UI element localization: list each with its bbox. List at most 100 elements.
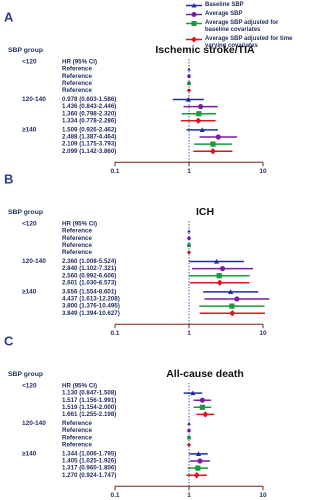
row-label: 1.344 (1.006-1.795) bbox=[62, 451, 116, 458]
legend-entry: Average SBP adjusted for baseline covari… bbox=[186, 20, 300, 34]
group-name: 120-140 bbox=[22, 420, 46, 427]
group-name: ≥140 bbox=[22, 289, 37, 296]
row-label: 1.519 (1.154-2.000) bbox=[62, 404, 116, 411]
marker bbox=[209, 148, 216, 155]
legend: Baseline SBP Average SBP Average SBP adjus… bbox=[186, 2, 300, 52]
marker bbox=[213, 258, 220, 264]
marker bbox=[199, 404, 206, 410]
marker bbox=[191, 21, 197, 26]
marker bbox=[197, 458, 203, 464]
row-label: Reference bbox=[62, 80, 92, 87]
marker bbox=[234, 296, 240, 302]
legend-entry: Average SBP bbox=[186, 11, 300, 18]
marker bbox=[190, 390, 196, 396]
row-label: 1.405 (1.025-1.926) bbox=[62, 458, 116, 465]
x-tick-label: 10 bbox=[259, 330, 267, 337]
row-label: Reference bbox=[62, 66, 92, 73]
marker bbox=[229, 303, 235, 309]
marker bbox=[187, 428, 191, 433]
legend-entry: Average SBP adjusted for time varying co… bbox=[186, 36, 300, 50]
row-label: 2.488 (1.387-4.464) bbox=[62, 134, 116, 141]
x-tick-label: 10 bbox=[259, 168, 267, 175]
group-name: 120-140 bbox=[22, 258, 46, 265]
legend-icon bbox=[186, 36, 202, 43]
legend-icon bbox=[186, 21, 202, 26]
group-name: <120 bbox=[22, 383, 37, 390]
legend-label: Average SBP bbox=[205, 11, 243, 17]
marker bbox=[199, 127, 205, 132]
row-label: Reference bbox=[62, 434, 92, 441]
marker bbox=[228, 289, 234, 294]
x-tick-label: 0.1 bbox=[110, 330, 119, 337]
row-label: 2.099 (1.142-3.860) bbox=[62, 148, 116, 155]
row-label: 1.517 (1.156-1.991) bbox=[62, 397, 116, 404]
legend-label: Average SBP adjusted for baseline covari… bbox=[205, 20, 279, 33]
row-label: Reference bbox=[62, 87, 92, 94]
marker bbox=[229, 310, 236, 317]
marker bbox=[186, 442, 192, 447]
row-label: 1.436 (0.843-2.446) bbox=[62, 103, 116, 110]
x-tick-label: 10 bbox=[259, 492, 267, 499]
group-header: SBP group bbox=[8, 371, 43, 378]
marker bbox=[219, 266, 226, 272]
group-header: SBP group bbox=[8, 47, 43, 54]
marker bbox=[198, 104, 204, 110]
row-label: 1.334 (0.778-2.286) bbox=[62, 117, 116, 124]
row-label: 1.509 (0.926-2.462) bbox=[62, 127, 116, 134]
marker bbox=[193, 472, 200, 479]
legend-label: Average SBP adjusted for time varying co… bbox=[205, 36, 293, 49]
marker bbox=[216, 279, 223, 286]
marker bbox=[191, 12, 197, 17]
row-label: 1.317 (0.960-1.806) bbox=[62, 465, 116, 472]
row-label: Reference bbox=[62, 420, 92, 427]
legend-label: Baseline SBP bbox=[205, 2, 244, 8]
panel-title: Ischemic stroke/TIA bbox=[155, 44, 255, 56]
marker bbox=[215, 134, 221, 140]
marker bbox=[195, 465, 201, 471]
row-label: 4.437 (1.613-12.208) bbox=[62, 296, 120, 303]
marker bbox=[191, 3, 197, 8]
row-label: 2.360 (1.008-5.524) bbox=[62, 258, 116, 265]
row-label: 3.800 (1.376-10.495) bbox=[62, 303, 120, 310]
group-name: <120 bbox=[22, 221, 37, 228]
legend-entry: Baseline SBP bbox=[186, 2, 300, 9]
marker bbox=[195, 117, 202, 124]
panel-label: B bbox=[4, 171, 13, 186]
marker bbox=[199, 397, 205, 403]
marker bbox=[187, 236, 191, 240]
row-label: 2.601 (1.030-6.573) bbox=[62, 279, 116, 286]
group-name: 120-140 bbox=[22, 96, 46, 103]
row-label: 2.840 (1.102-7.321) bbox=[62, 265, 116, 272]
group-name: ≥140 bbox=[22, 451, 37, 458]
row-label: 3.656 (1.554-8.601) bbox=[62, 289, 116, 296]
marker bbox=[196, 111, 202, 117]
legend-icon bbox=[186, 12, 202, 17]
marker bbox=[210, 141, 216, 147]
column-header: HR (95% CI) bbox=[62, 59, 97, 66]
row-label: 1.270 (0.924-1.747) bbox=[62, 472, 116, 479]
row-label: 2.109 (1.175-3.793) bbox=[62, 141, 116, 148]
row-label: Reference bbox=[62, 235, 92, 242]
group-name: ≥140 bbox=[22, 127, 37, 134]
panel-title: All-cause death bbox=[166, 368, 244, 380]
x-tick-label: 0.1 bbox=[110, 492, 119, 499]
x-tick-label: 1 bbox=[187, 492, 191, 499]
row-label: Reference bbox=[62, 249, 92, 256]
marker bbox=[195, 451, 202, 456]
forest-plots: A Ischemic stroke/TIA SBP group <120 HR (95%… bbox=[4, 9, 270, 499]
row-label: Reference bbox=[62, 441, 92, 448]
marker bbox=[202, 411, 209, 418]
panel-title: ICH bbox=[196, 206, 214, 218]
marker bbox=[187, 74, 191, 78]
row-label: Reference bbox=[62, 228, 92, 235]
x-tick-label: 1 bbox=[187, 168, 191, 175]
row-label: 0.978 (0.603-1.586) bbox=[62, 96, 116, 103]
row-label: Reference bbox=[62, 73, 92, 80]
row-label: 1.661 (1.255-2.198) bbox=[62, 411, 116, 418]
row-label: 1.130 (0.847-1.508) bbox=[62, 390, 116, 397]
x-tick-label: 0.1 bbox=[110, 168, 119, 175]
row-label: Reference bbox=[62, 427, 92, 434]
row-label: 2.560 (0.992-6.606) bbox=[62, 272, 116, 279]
x-tick-label: 1 bbox=[187, 330, 191, 337]
marker bbox=[216, 273, 222, 279]
